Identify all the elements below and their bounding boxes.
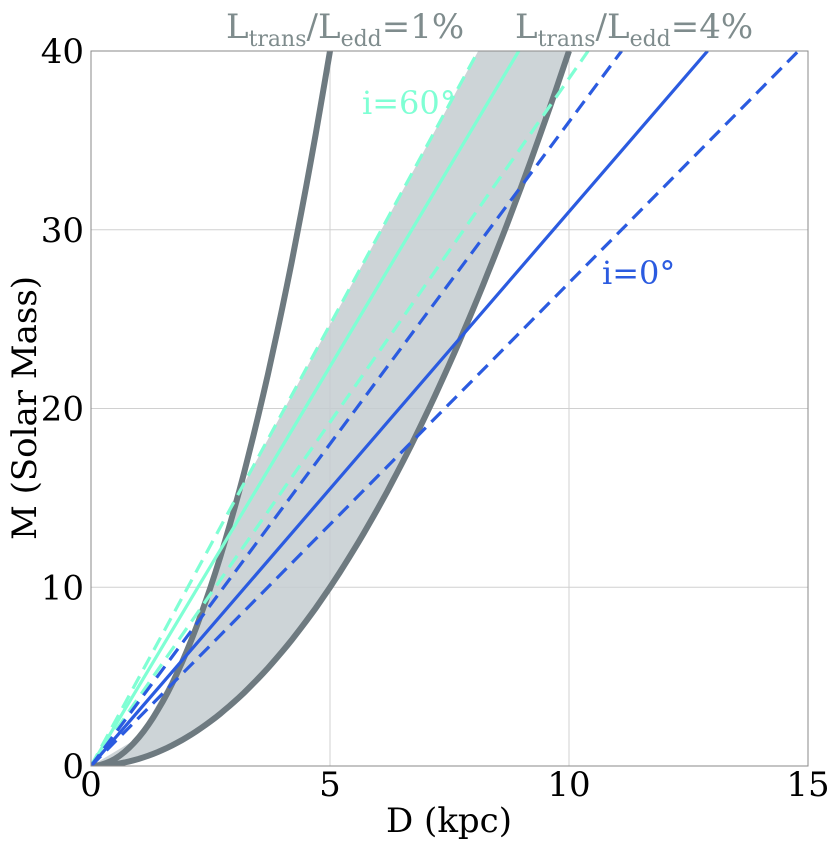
top-label-1pct-sub: trans: [249, 27, 307, 52]
inclination-0-line: [91, 51, 623, 766]
top-label-4pct-part: /L: [596, 7, 630, 47]
x-axis-label: D (kpc): [386, 801, 512, 841]
top-label-1pct-sub: edd: [341, 27, 382, 52]
top-label-1pct-part: =1%: [382, 7, 464, 47]
inclination-60-line: [91, 51, 590, 766]
inclination-60-line: [91, 51, 521, 766]
inclination-0-line: [91, 51, 709, 766]
top-label-4pct-sub: trans: [538, 27, 596, 52]
y-tick-label: 30: [41, 211, 84, 251]
y-tick-label: 0: [62, 747, 84, 787]
top-label-1pct-part: L: [226, 7, 249, 47]
luminosity-curve: [91, 51, 572, 766]
x-tick-label: 15: [786, 765, 829, 805]
plot-frame: [90, 50, 809, 767]
inclination-0-line: [91, 51, 800, 766]
top-label-4pct: Ltrans/Ledd=4%: [515, 7, 753, 52]
y-axis-label: M (Solar Mass): [5, 276, 45, 540]
top-label-4pct-sub: edd: [630, 27, 671, 52]
top-label-4pct-part: =4%: [671, 7, 753, 47]
y-tick-label: 20: [41, 390, 84, 430]
x-tick-label: 10: [547, 765, 590, 805]
annotation-i0: i=0°: [602, 254, 675, 292]
top-label-1pct: Ltrans/Ledd=1%: [226, 7, 464, 52]
series-lines: [91, 51, 800, 766]
x-tick-label: 0: [80, 765, 102, 805]
inclination-60-line: [91, 51, 480, 766]
axis-ticks: 0 5 10 15 0 10 20 30 40: [41, 32, 830, 805]
y-tick-label: 10: [41, 568, 84, 608]
top-label-1pct-part: /L: [307, 7, 341, 47]
y-tick-label: 40: [41, 32, 84, 72]
annotation-i60: i=60°: [362, 84, 456, 122]
top-label-4pct-part: L: [515, 7, 538, 47]
x-tick-label: 5: [319, 765, 341, 805]
luminosity-curve: [91, 51, 333, 766]
